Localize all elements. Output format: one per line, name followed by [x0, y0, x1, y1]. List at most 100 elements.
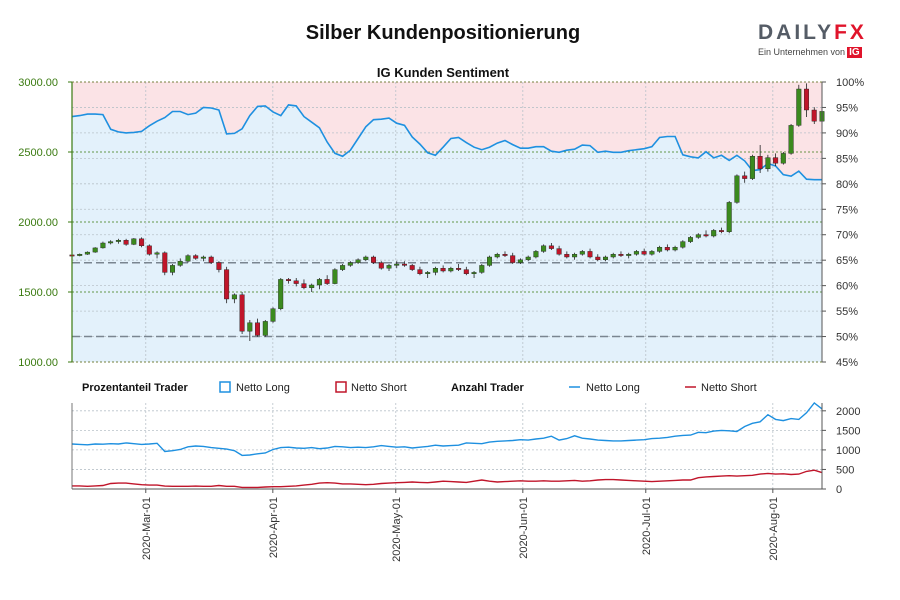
candle-up — [131, 238, 137, 245]
candle-up — [355, 259, 361, 263]
count-short-line — [72, 469, 823, 489]
left-tick-label: 3000.00 — [18, 77, 58, 89]
candle-down — [502, 253, 508, 256]
candle-down — [641, 251, 647, 255]
candle-down — [757, 155, 763, 169]
chart-title: Silber Kundenpositionierung — [305, 22, 581, 44]
legend-pct-long-label: Netto Long — [236, 382, 290, 394]
candle-up — [316, 279, 322, 286]
candle-up — [108, 241, 114, 244]
candle-up — [332, 269, 338, 284]
candle-up — [278, 279, 284, 309]
candle-up — [572, 253, 578, 258]
candle-up — [525, 256, 531, 260]
x-tick-label: 2020-Apr-01 — [268, 497, 280, 558]
right-tick-label: 65% — [836, 255, 858, 267]
candle-down — [417, 269, 423, 275]
candle-down — [402, 263, 408, 266]
candle-down — [618, 253, 624, 256]
candle-up — [487, 256, 493, 266]
candle-down — [123, 239, 129, 245]
candle-up — [695, 234, 701, 238]
candle-up — [603, 256, 609, 260]
candle-up — [448, 268, 454, 272]
ig-badge: IG — [847, 47, 862, 58]
right-tick-label: 55% — [836, 306, 858, 318]
candle-up — [340, 265, 346, 270]
candle-up — [84, 251, 90, 255]
right-tick-label: 60% — [836, 281, 858, 293]
candle-down — [664, 246, 670, 251]
candle-down — [371, 256, 377, 263]
right-tick-label: 70% — [836, 230, 858, 242]
candle-up — [541, 245, 547, 252]
candle-up — [765, 157, 771, 170]
candle-up — [633, 251, 639, 255]
candle-down — [239, 294, 245, 332]
legend-pct-long-swatch — [219, 381, 231, 393]
count-tick-label: 1500 — [836, 425, 860, 437]
candle-down — [719, 230, 725, 232]
candle-down — [595, 256, 601, 260]
candle-down — [703, 234, 709, 237]
candle-up — [788, 125, 794, 154]
candle-down — [224, 269, 230, 300]
right-tick-label: 100% — [836, 77, 864, 89]
candle-up — [231, 294, 237, 300]
candle-up — [115, 239, 121, 242]
candle-up — [533, 251, 539, 258]
candle-up — [394, 263, 400, 266]
candle-down — [193, 255, 199, 259]
count-tick-label: 0 — [836, 484, 842, 496]
x-tick-label: 2020-Aug-01 — [768, 497, 780, 561]
candle-up — [479, 265, 485, 273]
candle-down — [324, 279, 330, 284]
candle-up — [363, 256, 369, 260]
right-tick-label: 85% — [836, 153, 858, 165]
legend: Prozentanteil Trader Netto Long Netto Sh… — [82, 381, 757, 394]
candle-down — [216, 262, 222, 270]
dailyfx-logo: DAILYFX Ein Unternehmen von IG — [758, 22, 868, 58]
x-tick-label: 2020-Jul-01 — [641, 497, 653, 555]
candle-up — [680, 241, 686, 248]
right-tick-label: 75% — [836, 204, 858, 216]
x-tick-label: 2020-Mar-01 — [141, 497, 153, 560]
candle-down — [456, 268, 462, 270]
count-tick-label: 500 — [836, 464, 854, 476]
right-tick-label: 80% — [836, 179, 858, 191]
candle-up — [309, 284, 315, 288]
candle-down — [208, 256, 214, 263]
legend-count-label: Anzahl Trader — [451, 382, 524, 394]
candle-down — [804, 88, 810, 111]
top-panel-title: IG Kunden Sentiment — [377, 65, 510, 80]
candle-down — [440, 268, 446, 272]
candle-up — [154, 252, 160, 255]
candle-up — [579, 251, 585, 255]
candle-down — [162, 252, 168, 273]
candle-down — [139, 238, 145, 247]
candle-down — [286, 279, 292, 281]
candle-up — [262, 321, 268, 336]
legend-count-long-label: Netto Long — [586, 382, 640, 394]
candle-down — [146, 245, 152, 255]
legend-pct-label: Prozentanteil Trader — [82, 382, 188, 394]
long-pct-line — [71, 104, 822, 181]
candle-up — [517, 259, 523, 263]
legend-count-short-label: Netto Short — [701, 382, 757, 394]
logo-subline: Ein Unternehmen von IG — [758, 47, 862, 58]
candle-up — [169, 265, 175, 273]
candle-down — [773, 157, 779, 164]
candle-up — [425, 272, 431, 274]
candle-up — [672, 246, 678, 251]
candle-up — [471, 272, 477, 274]
right-tick-label: 95% — [836, 102, 858, 114]
candle-up — [200, 256, 206, 259]
candle-up — [711, 230, 717, 237]
candle-up — [610, 253, 616, 258]
right-tick-label: 50% — [836, 332, 858, 344]
candle-down — [811, 109, 817, 122]
long-area-fill — [72, 104, 822, 363]
left-tick-label: 1000.00 — [18, 357, 58, 369]
candle-up — [734, 175, 740, 203]
